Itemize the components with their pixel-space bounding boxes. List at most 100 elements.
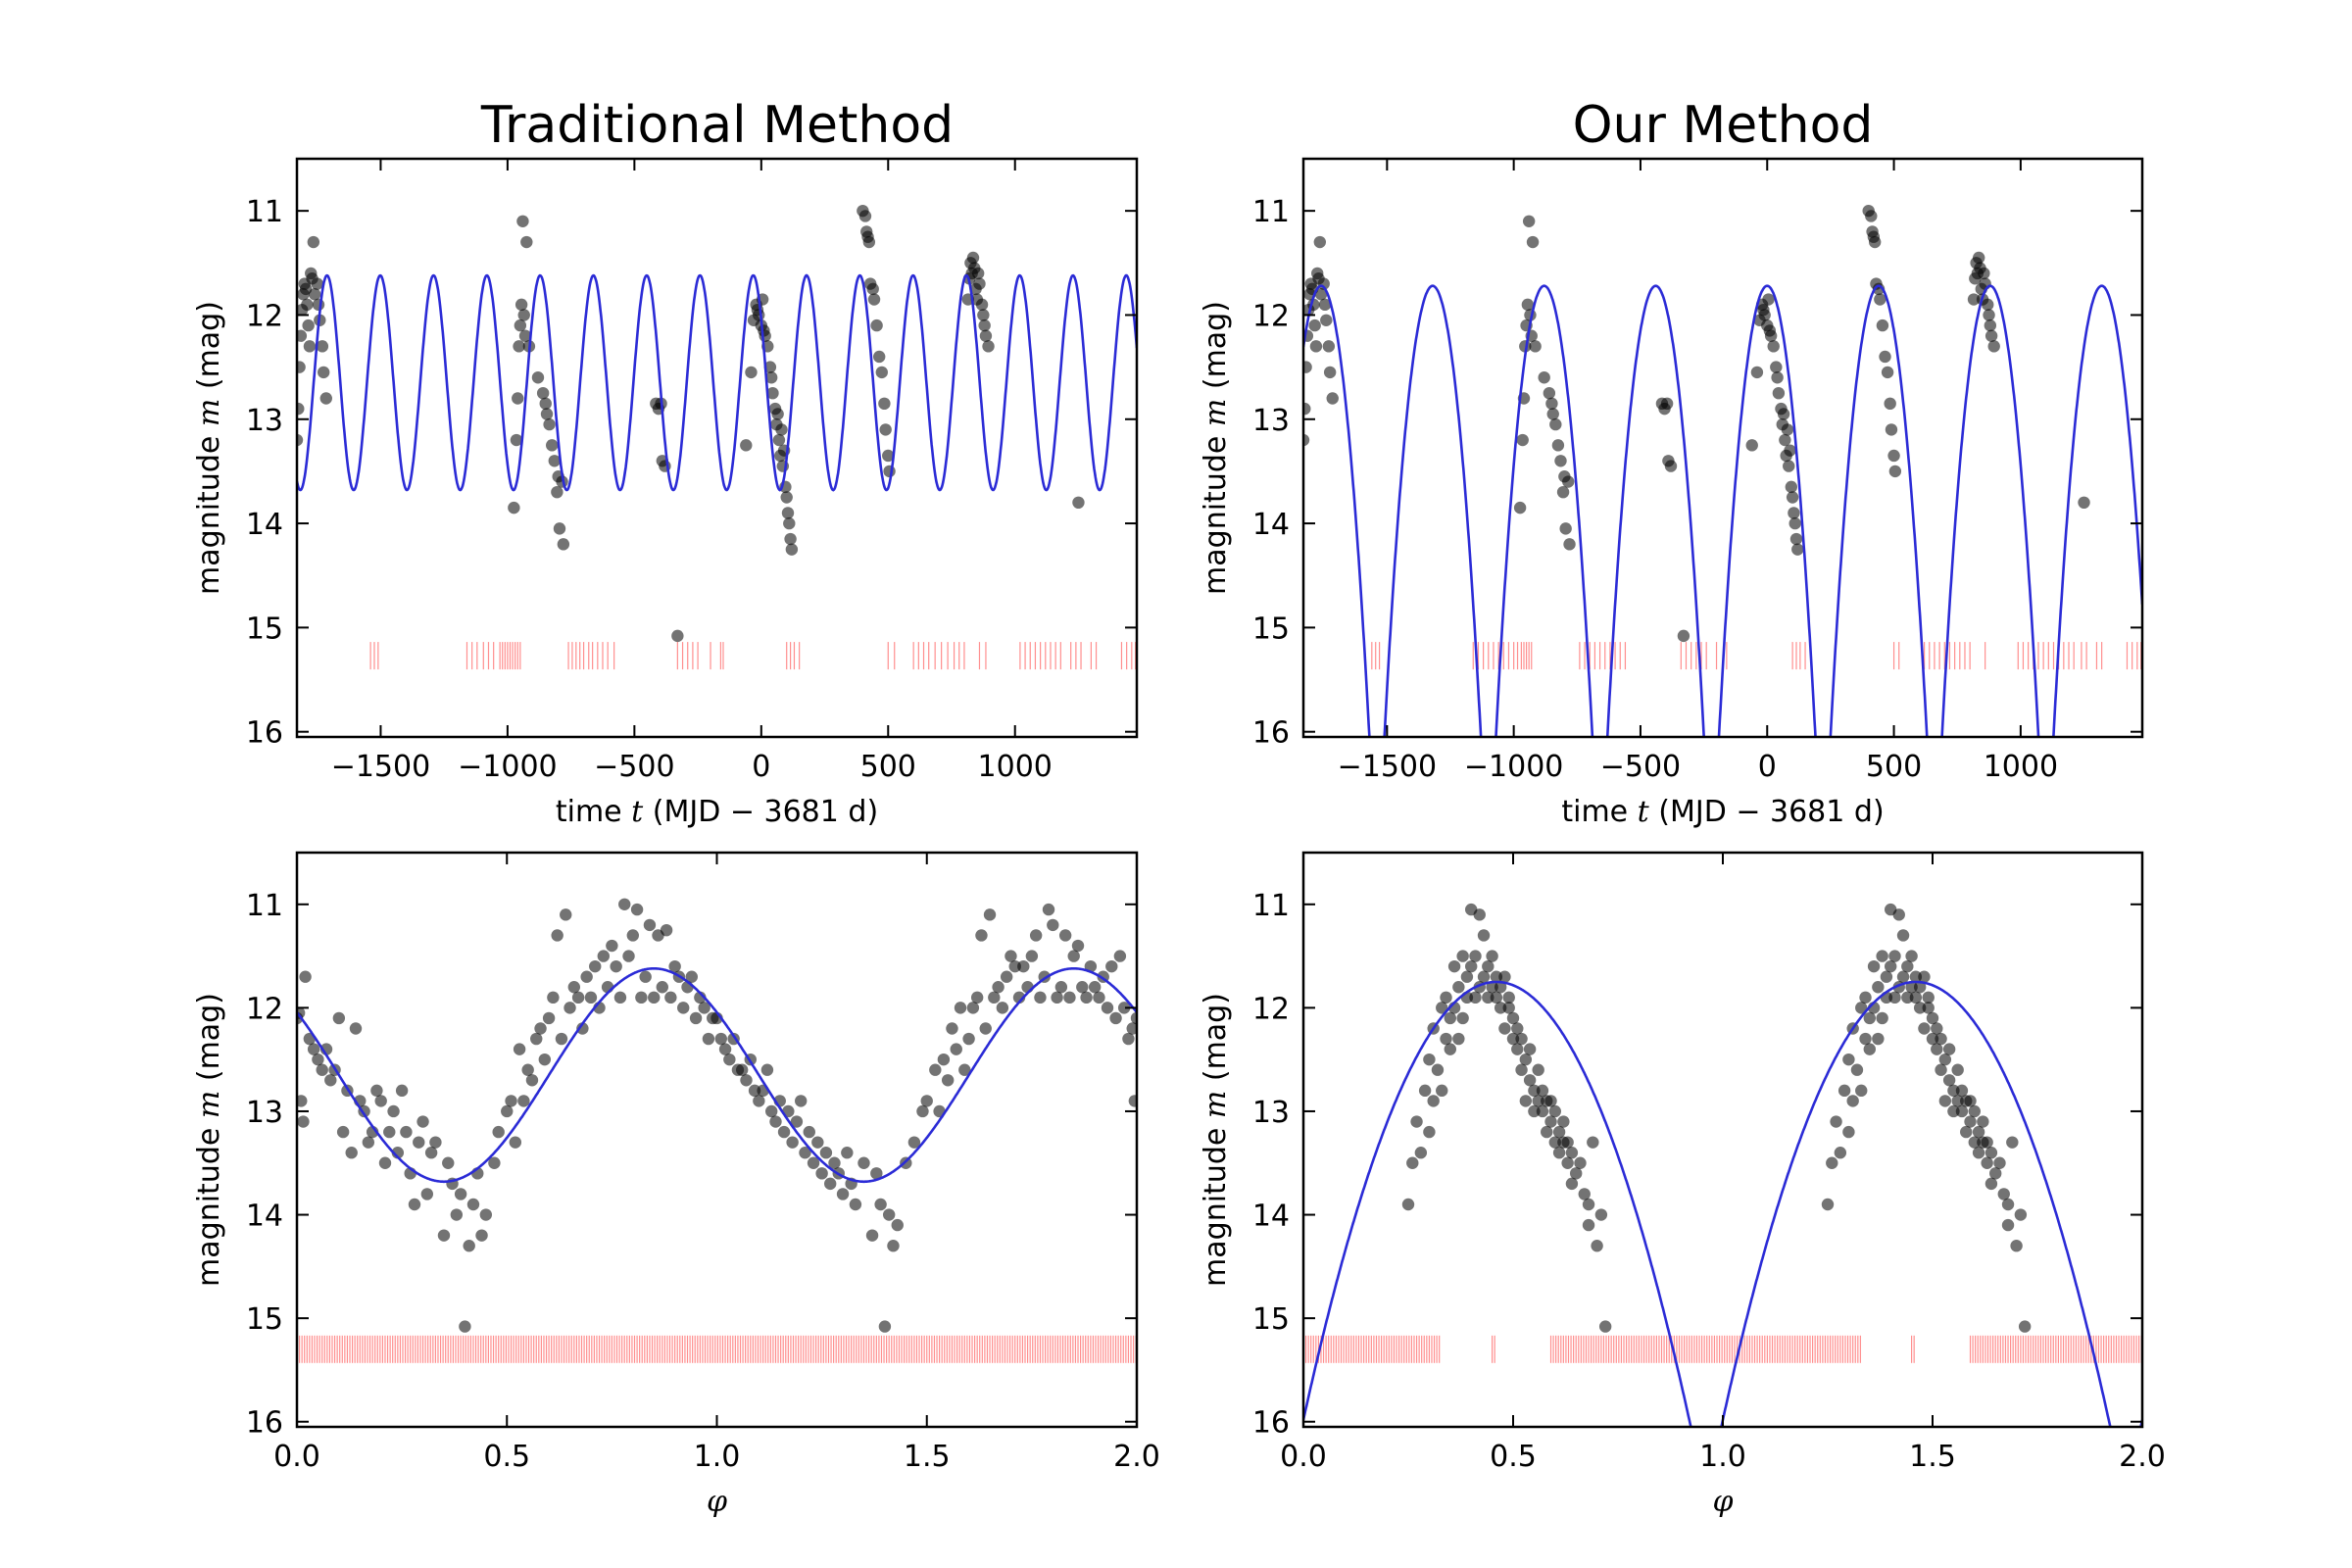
data-point (1486, 950, 1498, 962)
data-point (534, 1022, 547, 1035)
data-point (1303, 433, 1310, 447)
data-point (1955, 1104, 1969, 1118)
data-point (1918, 1022, 1931, 1035)
data-point (540, 408, 554, 420)
data-point (1905, 950, 1918, 962)
data-point (1444, 1043, 1457, 1055)
data-point (589, 959, 602, 973)
data-point (946, 1022, 958, 1035)
data-point (979, 329, 993, 342)
model-curve (1303, 284, 2142, 737)
data-point (525, 1074, 539, 1087)
data-point (1918, 970, 1931, 983)
data-point (1000, 970, 1013, 983)
data-point (1888, 465, 1902, 478)
data-point (299, 970, 312, 983)
panel-time-traditional: −1500 −1000 −500 0 500 1000 11 12 13 14 15 16 time t… (192, 157, 1139, 829)
data-point (1888, 950, 1901, 962)
y-tick-label: 13 (246, 1096, 283, 1130)
data-point (555, 1032, 568, 1046)
data-point (954, 1002, 967, 1014)
data-point (1784, 444, 1796, 457)
data-point (1972, 251, 1985, 265)
data-point (790, 1115, 804, 1128)
data-point (1444, 1011, 1457, 1025)
data-point (1561, 1136, 1574, 1149)
data-point (547, 991, 560, 1004)
x-axis-label: φ (707, 1485, 727, 1519)
data-point (1865, 210, 1878, 222)
data-point (1072, 496, 1085, 510)
data-point (1968, 1136, 1982, 1149)
data-point (1750, 366, 1764, 379)
data-point (1447, 959, 1461, 973)
data-point (1532, 1063, 1544, 1076)
data-point (1515, 1032, 1528, 1046)
y-tick-label: 12 (1252, 992, 1290, 1026)
data-point (1758, 309, 1771, 321)
data-point (1960, 1125, 1973, 1139)
data-point (1931, 1043, 1943, 1055)
data-point (677, 1002, 690, 1014)
data-point (626, 929, 639, 942)
data-point (1076, 981, 1089, 994)
data-point (1456, 1011, 1469, 1025)
data-point (1926, 1032, 1939, 1046)
data-point (996, 1002, 1009, 1014)
data-point (1308, 318, 1321, 332)
data-point (454, 1188, 467, 1200)
data-point (1777, 408, 1790, 420)
data-point (1791, 543, 1804, 556)
data-point (1984, 329, 1998, 342)
data-point (297, 433, 304, 447)
data-point (1874, 293, 1886, 306)
data-point (479, 1208, 493, 1221)
data-point (1788, 507, 1800, 519)
data-point (874, 1198, 887, 1211)
y-axis-label: magnitude m (mag) (1199, 993, 1233, 1287)
data-point (416, 1115, 429, 1128)
data-point (345, 1146, 358, 1159)
data-point (1842, 1053, 1855, 1066)
data-point (1490, 991, 1503, 1004)
data-point (1901, 991, 1914, 1004)
data-point (1067, 950, 1080, 962)
data-point (656, 981, 668, 994)
data-point (766, 386, 779, 400)
data-point (1536, 1104, 1549, 1118)
data-point (560, 908, 572, 921)
data-point (1498, 970, 1511, 983)
data-point (475, 1229, 488, 1242)
data-point (1303, 402, 1311, 416)
data-point (753, 1095, 765, 1107)
data-point (1942, 1074, 1956, 1087)
data-point (1541, 1125, 1553, 1139)
data-point (1762, 293, 1775, 306)
data-point (1323, 366, 1337, 379)
data-point (1529, 340, 1542, 353)
data-point (977, 309, 990, 321)
data-point (702, 1032, 715, 1046)
data-point (1452, 1032, 1465, 1046)
data-point (450, 1208, 464, 1221)
data-point (937, 1053, 951, 1066)
data-point (1548, 1136, 1562, 1149)
data-point (815, 1167, 828, 1180)
y-tick-label: 15 (246, 612, 283, 646)
data-point (971, 267, 985, 280)
data-point (2010, 1240, 2023, 1252)
data-point (1017, 959, 1030, 973)
data-point (1821, 1198, 1835, 1211)
data-point (966, 1002, 980, 1014)
data-point (764, 371, 778, 384)
data-point (1913, 1002, 1927, 1014)
data-point (643, 918, 657, 932)
data-point (878, 1320, 892, 1333)
data-point (316, 1063, 328, 1076)
data-point (324, 1074, 337, 1087)
data-point (1935, 1063, 1947, 1076)
y-tick-label: 16 (1252, 1406, 1290, 1441)
data-point (781, 507, 795, 519)
data-point (772, 433, 786, 447)
data-point (1029, 929, 1043, 942)
